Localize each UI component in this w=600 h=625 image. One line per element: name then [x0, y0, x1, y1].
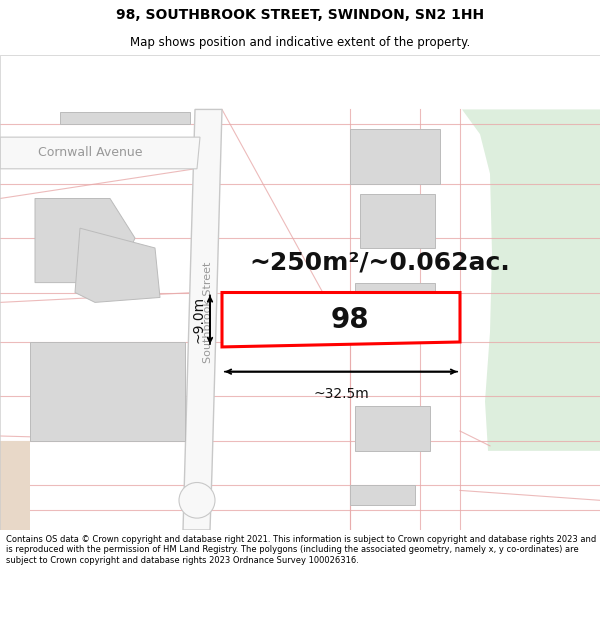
Bar [350, 486, 415, 505]
Circle shape [179, 482, 215, 518]
Polygon shape [0, 441, 30, 530]
Bar [350, 129, 440, 184]
Bar [360, 194, 435, 248]
Polygon shape [35, 199, 135, 282]
Bar [355, 282, 435, 337]
Bar [60, 112, 190, 124]
Text: ~9.0m: ~9.0m [191, 296, 205, 343]
Text: Map shows position and indicative extent of the property.: Map shows position and indicative extent… [130, 36, 470, 49]
Text: ~250m²/~0.062ac.: ~250m²/~0.062ac. [250, 251, 511, 275]
Text: ~32.5m: ~32.5m [313, 386, 369, 401]
Polygon shape [183, 109, 222, 530]
Text: 98, SOUTHBROOK STREET, SWINDON, SN2 1HH: 98, SOUTHBROOK STREET, SWINDON, SN2 1HH [116, 8, 484, 22]
Polygon shape [75, 228, 160, 302]
Polygon shape [0, 55, 600, 530]
Polygon shape [222, 292, 460, 347]
Polygon shape [0, 137, 200, 169]
Text: 98: 98 [331, 306, 370, 334]
Bar [30, 342, 185, 441]
Polygon shape [462, 109, 600, 451]
Text: Southbrook Street: Southbrook Street [203, 262, 213, 363]
Bar [355, 406, 430, 451]
Text: Contains OS data © Crown copyright and database right 2021. This information is : Contains OS data © Crown copyright and d… [6, 535, 596, 565]
Text: Cornwall Avenue: Cornwall Avenue [38, 146, 142, 159]
